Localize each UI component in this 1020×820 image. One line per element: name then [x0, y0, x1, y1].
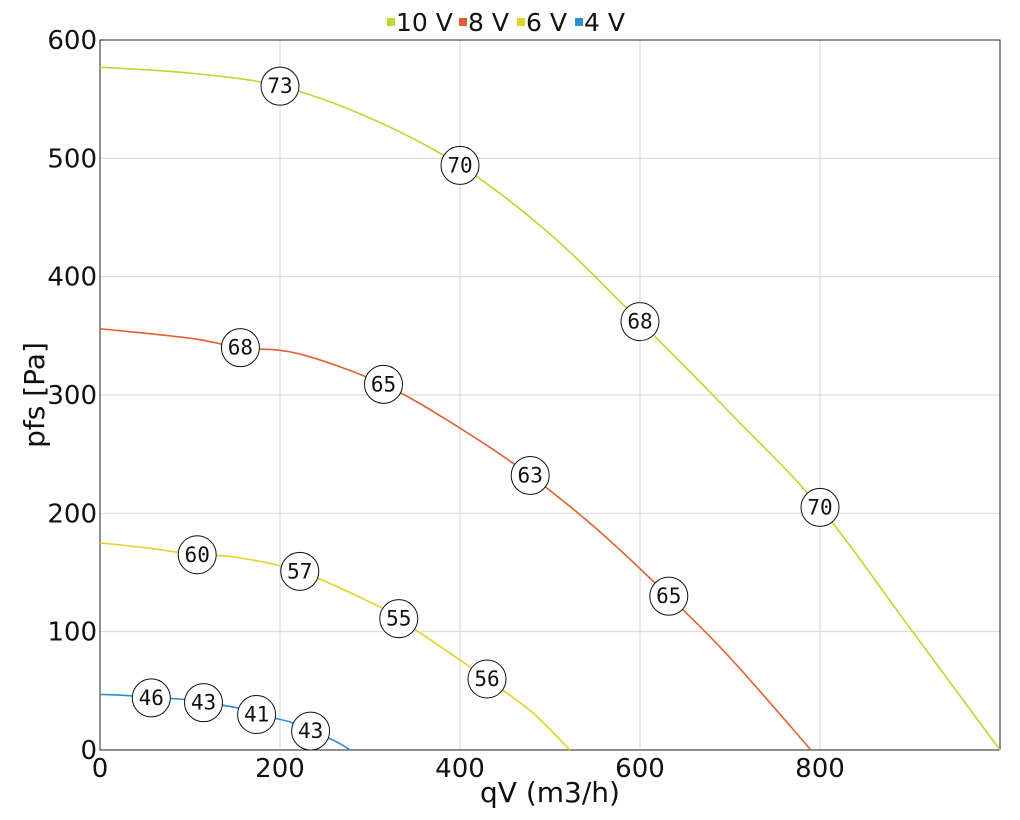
marker-label: 57 — [287, 559, 312, 583]
y-axis-ticks: 0 100 200 300 400 500 600 — [47, 26, 97, 766]
grid-lines — [99, 39, 1000, 751]
marker-circle — [510, 455, 550, 495]
marker-label: 65 — [656, 584, 681, 608]
x-tick-label: 0 — [92, 754, 109, 784]
efficiency-marker: 68 — [220, 328, 260, 368]
marker-label: 68 — [627, 310, 652, 334]
series-line — [99, 542, 571, 751]
x-tick-label: 600 — [615, 754, 665, 784]
marker-circle — [220, 328, 260, 368]
x-axis-ticks: 0 200 400 600 800 — [92, 754, 845, 784]
y-tick-label: 0 — [80, 736, 97, 766]
legend-label: 10 V — [396, 8, 453, 37]
marker-label: 70 — [807, 495, 832, 519]
marker-circle — [131, 678, 171, 718]
marker-circle — [467, 659, 507, 699]
plot-frame — [99, 39, 1001, 751]
x-tick-label: 800 — [795, 754, 845, 784]
marker-label: 43 — [191, 691, 216, 715]
legend-item: 8 V — [459, 8, 509, 37]
efficiency-marker: 57 — [280, 551, 320, 591]
efficiency-marker: 60 — [177, 535, 217, 575]
y-tick-label: 600 — [47, 26, 97, 56]
efficiency-marker: 70 — [800, 487, 840, 527]
marker-circle — [379, 599, 419, 639]
marker-label: 65 — [371, 372, 396, 396]
marker-circle — [440, 145, 480, 185]
efficiency-marker: 43 — [291, 711, 331, 751]
marker-label: 41 — [244, 703, 269, 727]
y-tick-label: 100 — [47, 618, 97, 648]
legend-swatch — [575, 18, 583, 26]
efficiency-marker: 46 — [131, 678, 171, 718]
efficiency-marker: 43 — [184, 683, 223, 723]
y-tick-label: 200 — [47, 499, 97, 529]
x-tick-label: 400 — [435, 754, 485, 784]
efficiency-marker: 63 — [510, 455, 550, 495]
legend-label: 4 V — [584, 8, 625, 37]
marker-label: 55 — [386, 607, 411, 631]
marker-circle — [237, 695, 277, 734]
marker-label: 60 — [185, 543, 210, 567]
legend: 10 V 8 V 6 V 4 V — [387, 8, 625, 37]
marker-circle — [291, 711, 331, 751]
marker-label: 43 — [298, 719, 323, 743]
marker-label: 73 — [267, 74, 292, 98]
legend-item: 4 V — [575, 8, 625, 37]
marker-label: 56 — [474, 667, 499, 691]
marker-label: 46 — [139, 686, 164, 710]
marker-circle — [177, 535, 217, 575]
efficiency-marker: 70 — [440, 145, 480, 185]
legend-item: 10 V — [387, 8, 453, 37]
y-tick-label: 500 — [47, 144, 97, 174]
efficiency-markers: 73 70 68 70 68 65 63 65 60 57 55 56 46 43 41 43 — [131, 66, 840, 751]
efficiency-marker: 41 — [237, 695, 277, 734]
marker-circle — [364, 364, 403, 404]
marker-label: 63 — [518, 463, 543, 487]
marker-circle — [649, 576, 689, 616]
legend-item: 6 V — [517, 8, 567, 37]
legend-label: 8 V — [468, 8, 509, 37]
legend-swatch — [517, 18, 525, 26]
legend-swatch — [387, 18, 395, 26]
series-line — [99, 66, 1001, 751]
y-axis-label: pfs [Pa] — [18, 342, 51, 448]
y-tick-label: 300 — [47, 381, 97, 411]
marker-label: 68 — [228, 336, 253, 360]
x-axis-label: qV (m3/h) — [480, 776, 620, 809]
efficiency-marker: 55 — [379, 599, 419, 639]
efficiency-marker: 68 — [620, 302, 660, 342]
series-lines — [99, 66, 1001, 751]
marker-label: 70 — [447, 153, 472, 177]
efficiency-marker: 73 — [260, 66, 300, 106]
y-tick-label: 400 — [47, 263, 97, 293]
x-tick-label: 200 — [255, 754, 305, 784]
legend-swatch — [459, 18, 467, 26]
efficiency-marker: 65 — [364, 364, 403, 404]
legend-label: 6 V — [526, 8, 567, 37]
efficiency-marker: 65 — [649, 576, 689, 616]
marker-circle — [184, 683, 223, 723]
marker-circle — [620, 302, 660, 342]
efficiency-marker: 56 — [467, 659, 507, 699]
marker-circle — [800, 487, 840, 527]
marker-circle — [260, 66, 300, 106]
marker-circle — [280, 551, 320, 591]
